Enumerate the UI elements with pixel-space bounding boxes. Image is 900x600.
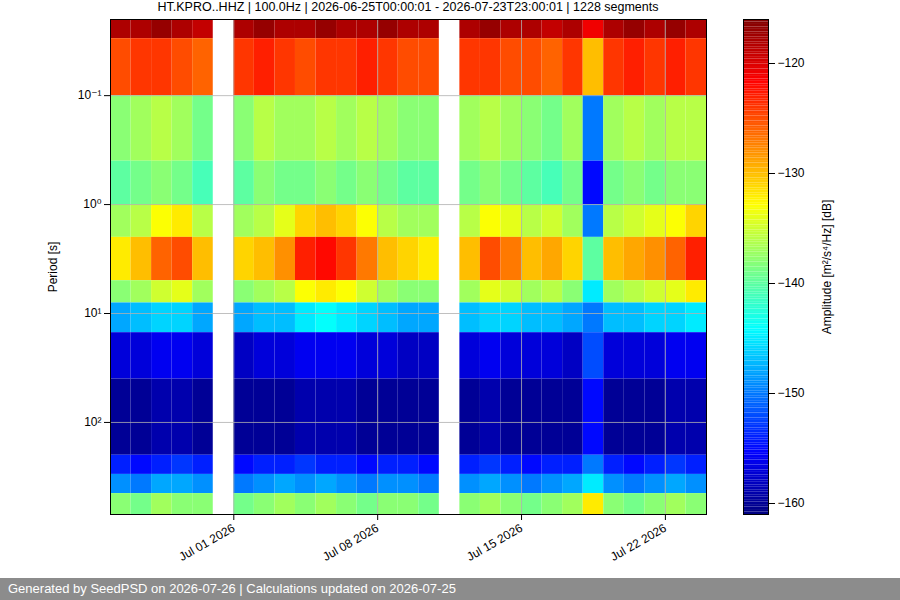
svg-text:−150: −150 (778, 386, 805, 400)
html-text:Generated by SeedPSD on 2026-0: Generated by SeedPSD on 2026-07-26 | Cal… (8, 581, 456, 596)
svg-text:Jul 15 2026: Jul 15 2026 (464, 521, 525, 564)
svg-text:−120: −120 (778, 56, 805, 70)
svg-text:Jul 22 2026: Jul 22 2026 (608, 521, 669, 564)
svg-text:−160: −160 (778, 496, 805, 510)
svg-text:Jul 01 2026: Jul 01 2026 (176, 521, 237, 564)
svg-text:10¹: 10¹ (84, 306, 101, 320)
svg-text:−140: −140 (778, 276, 805, 290)
svg-text:Amplitude [m²/s⁴/Hz] [dB]: Amplitude [m²/s⁴/Hz] [dB] (820, 200, 834, 335)
html-text:HT.KPRO..HHZ | 100.0Hz | 2026-: HT.KPRO..HHZ | 100.0Hz | 2026-06-25T00:0… (157, 0, 659, 14)
svg-text:10⁻¹: 10⁻¹ (78, 88, 102, 102)
svg-text:10⁰: 10⁰ (83, 197, 101, 211)
svg-text:Period [s]: Period [s] (46, 242, 60, 293)
svg-text:10²: 10² (84, 415, 101, 429)
svg-text:−130: −130 (778, 166, 805, 180)
svg-text:Jul 08 2026: Jul 08 2026 (320, 521, 381, 564)
